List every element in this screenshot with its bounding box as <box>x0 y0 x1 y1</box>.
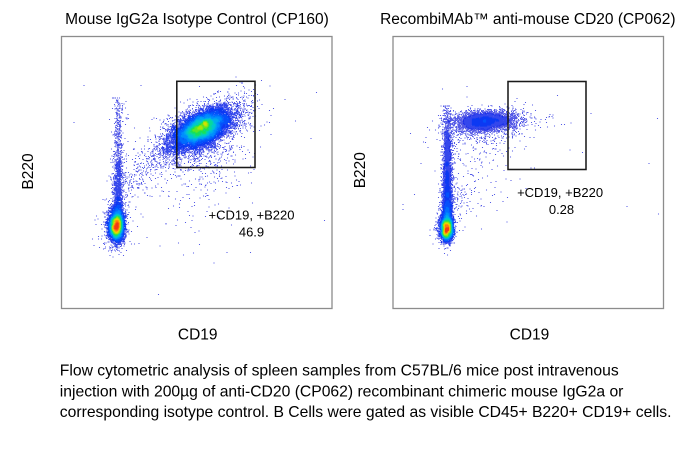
svg-text:0.28: 0.28 <box>549 202 574 217</box>
svg-text:B220: B220 <box>352 152 369 189</box>
svg-text:+CD19, +B220: +CD19, +B220 <box>208 207 294 222</box>
svg-text:B220: B220 <box>20 153 37 190</box>
svg-text:Flow cytometric analysis of sp: Flow cytometric analysis of spleen sampl… <box>60 363 619 380</box>
svg-text:CD19: CD19 <box>510 327 550 344</box>
svg-text:RecombiMAb™ anti-mouse CD20 (C: RecombiMAb™ anti-mouse CD20 (CP062) <box>380 11 675 28</box>
svg-text:injection with 200µg of anti-C: injection with 200µg of anti-CD20 (CP062… <box>60 383 624 400</box>
svg-text:+CD19, +B220: +CD19, +B220 <box>517 185 603 200</box>
svg-text:46.9: 46.9 <box>239 224 264 239</box>
svg-text:CD19: CD19 <box>178 327 218 344</box>
svg-text:Mouse IgG2a Isotype Control (C: Mouse IgG2a Isotype Control (CP160) <box>65 11 329 28</box>
svg-text:corresponding isotype control.: corresponding isotype control. B Cells w… <box>60 404 672 421</box>
